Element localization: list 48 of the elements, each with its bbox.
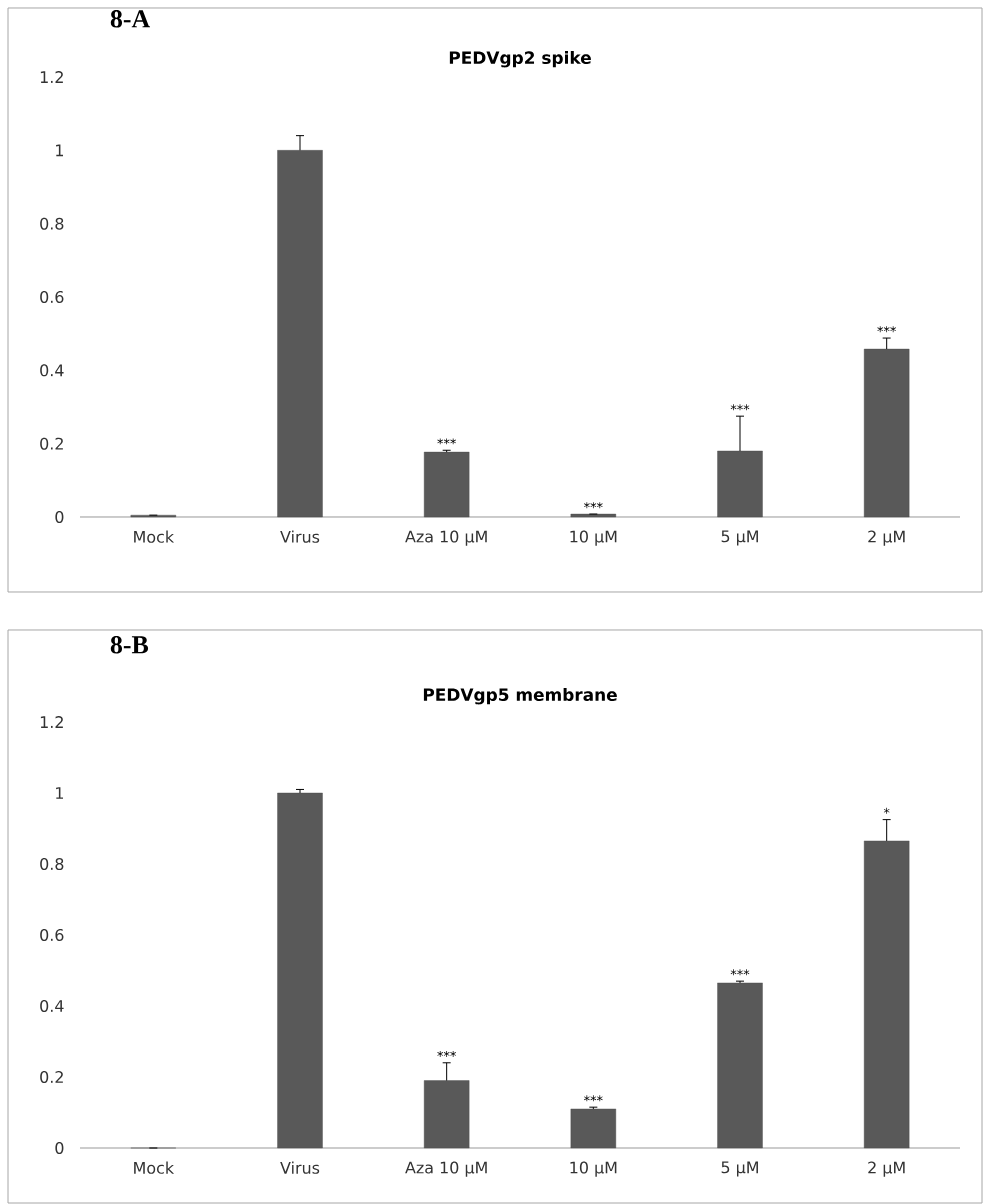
annotation: *** <box>437 1050 456 1057</box>
x-tick-label: Aza 10 µM <box>405 530 487 546</box>
x-tick-label: Mock <box>134 1161 175 1174</box>
bar <box>277 150 323 518</box>
x-tick-label: 10 µM <box>570 1161 617 1177</box>
bar <box>570 1108 617 1149</box>
annotation: *** <box>730 404 750 411</box>
annotation: *** <box>437 438 456 445</box>
x-tick-label: 10 µM <box>570 530 617 546</box>
bar <box>570 513 617 518</box>
y-tick-label: 0.6 <box>40 290 64 304</box>
y-tick-label: 0.8 <box>40 217 64 230</box>
y-tick-label: 0.6 <box>40 928 64 942</box>
y-tick-label: 0.4 <box>40 364 64 377</box>
text: 8-A <box>110 10 151 28</box>
y-tick-label: 0.2 <box>40 1070 63 1084</box>
x-tick-label: Virus <box>280 1161 320 1174</box>
y-tick-label: 1 <box>56 787 64 799</box>
text: 8-B <box>110 636 149 654</box>
x-tick-label: Virus <box>280 530 320 543</box>
x-tick-label: Aza 10 µM <box>405 1161 487 1177</box>
y-tick-label: 1.2 <box>40 716 63 728</box>
y-tick-label: 0 <box>55 1141 64 1155</box>
bar <box>423 1080 470 1149</box>
x-tick-label: Mock <box>134 530 175 543</box>
x-tick-label: 5 µM <box>721 530 758 546</box>
y-tick-label: 0.2 <box>40 437 63 450</box>
bar <box>717 450 763 518</box>
y-tick-label: 0.8 <box>40 857 64 871</box>
y-tick-label: 1 <box>56 144 64 157</box>
x-tick-label: 5 µM <box>721 1161 758 1177</box>
chart-title: PEDVgp5 membrane <box>423 687 617 705</box>
bar <box>863 840 910 1149</box>
bar <box>423 451 470 518</box>
annotation: *** <box>730 969 750 976</box>
annotation: *** <box>584 502 603 509</box>
chart-title: PEDVgp2 spike <box>449 50 591 68</box>
bar <box>277 792 323 1149</box>
y-tick-label: 0 <box>55 510 64 524</box>
y-tick-label: 1.2 <box>40 71 63 83</box>
annotation: *** <box>877 326 896 333</box>
y-tick-label: 0.4 <box>40 999 64 1013</box>
annotation: * <box>883 807 890 814</box>
bar <box>863 348 910 518</box>
annotation: *** <box>584 1095 603 1102</box>
x-tick-label: 2 µM <box>868 530 905 546</box>
bar <box>717 982 763 1149</box>
x-tick-label: 2 µM <box>868 1161 905 1177</box>
